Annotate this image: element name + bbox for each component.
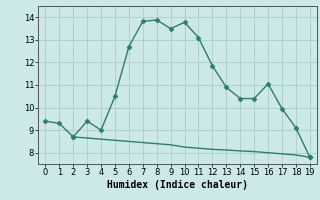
X-axis label: Humidex (Indice chaleur): Humidex (Indice chaleur) [107,180,248,190]
